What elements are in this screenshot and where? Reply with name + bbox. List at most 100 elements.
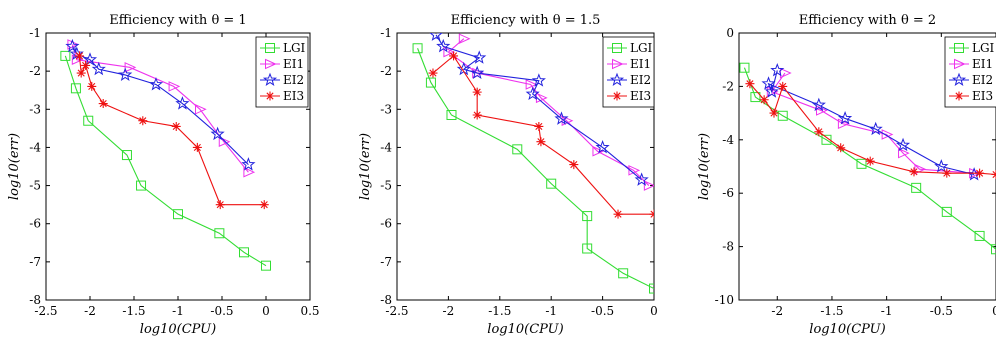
data-point-ei2 (118, 67, 133, 81)
data-point-ei3 (87, 81, 97, 91)
x-tick-label: -0.5 (930, 304, 953, 318)
data-point-lgi (136, 180, 147, 191)
x-tick-label: -1.5 (488, 304, 511, 318)
data-point-lgi (446, 110, 457, 121)
data-point-lgi (214, 228, 225, 239)
x-tick-label: -1 (172, 304, 184, 318)
series-layer (739, 62, 996, 255)
x-tick-label: -1.5 (820, 304, 843, 318)
chart-title: Efficiency with θ = 1 (109, 13, 246, 28)
y-tick-label: -4 (29, 140, 41, 154)
chart-panel-1: -2.5 -2 -1.5 -1 -0.5 0 0.5 -8 -7 -6 -5 -4 -3 -2 -1 Effi… (7, 13, 320, 337)
data-point-ei2 (525, 86, 540, 101)
data-point-ei2 (554, 111, 569, 125)
data-point-ei3 (534, 121, 544, 131)
y-tick-label: 0 (726, 26, 734, 40)
data-point-ei3 (76, 68, 86, 78)
y-tick-label: -3 (380, 102, 392, 116)
series-line-lgi (417, 48, 654, 290)
data-point-lgi (739, 62, 750, 73)
series-layer (412, 33, 654, 294)
data-point-ei2 (634, 172, 649, 186)
data-point-ei3 (98, 99, 108, 109)
data-point-ei3 (74, 51, 84, 61)
data-point-ei3 (259, 200, 269, 210)
data-point-ei3 (428, 68, 438, 78)
x-tick-label: -0.5 (210, 304, 233, 318)
data-point-ei3 (769, 108, 779, 118)
x-tick-label: 0.5 (300, 304, 319, 318)
x-tick-label: -1 (881, 304, 893, 318)
x-axis-label: log10(CPU) (809, 322, 885, 337)
data-point-ei2 (531, 73, 546, 87)
legend-label-lgi: LGI (283, 41, 306, 55)
legend-marker-ei1 (265, 58, 277, 70)
legend-label-ei2: EI2 (972, 73, 993, 87)
y-tick-label: -4 (380, 140, 392, 154)
data-point-ei1 (914, 163, 927, 175)
legend-label-ei3: EI3 (972, 89, 993, 103)
legend-marker-ei2 (951, 72, 967, 87)
data-point-ei2 (436, 38, 451, 53)
data-point-ei2 (210, 126, 225, 141)
data-point-ei2 (429, 33, 443, 41)
data-point-lgi (618, 268, 629, 279)
chart-panel-3: -2 -1.5 -1 -0.5 0 -10 -8 -6 -4 -2 0 Efficiency with… (697, 13, 996, 337)
data-point-ei3 (836, 143, 846, 153)
legend-label-ei3: EI3 (283, 89, 304, 103)
y-tick-label: -5 (29, 179, 41, 193)
data-point-ei3 (975, 168, 985, 178)
data-point-lgi (512, 144, 523, 155)
y-tick-label: -2 (29, 64, 41, 78)
y-tick-label: -2 (722, 79, 734, 93)
x-tick-label: -2 (84, 304, 96, 318)
y-tick-label: -7 (29, 255, 41, 269)
x-tick-label: -1.5 (122, 304, 145, 318)
legend: LGI EI1 EI2 EI3 (944, 36, 996, 108)
y-tick-label: -8 (29, 293, 41, 307)
legend: LGI EI1 EI2 EI3 (255, 36, 309, 108)
legend-label-ei1: EI1 (283, 57, 304, 71)
data-point-ei2 (82, 52, 98, 66)
x-tick-label: 0 (262, 304, 270, 318)
series-line-ei2 (435, 34, 643, 181)
data-point-lgi (425, 77, 436, 88)
series-line-ei1 (71, 44, 249, 173)
data-point-ei1 (124, 62, 137, 73)
y-tick-label: -6 (722, 186, 734, 200)
data-point-ei3 (778, 81, 788, 91)
y-tick-label: -5 (380, 179, 392, 193)
data-point-ei1 (458, 33, 471, 44)
data-point-ei2 (761, 76, 776, 90)
data-point-ei2 (472, 50, 487, 64)
data-point-ei2 (65, 38, 80, 53)
data-point-ei1 (218, 136, 231, 147)
data-point-lgi (649, 283, 654, 294)
data-point-lgi (173, 209, 183, 220)
x-tick-label: -2.5 (385, 304, 408, 318)
legend-marker-lgi (954, 43, 964, 53)
data-point-lgi (412, 43, 423, 54)
data-point-ei1 (643, 180, 654, 191)
data-point-ei1 (881, 129, 894, 140)
y-tick-label: -8 (380, 293, 392, 307)
data-point-ei2 (838, 111, 853, 125)
legend-label-ei2: EI2 (630, 73, 651, 87)
data-point-ei3 (171, 121, 181, 131)
data-point-lgi (941, 206, 952, 217)
x-tick-label: -2 (443, 304, 455, 318)
data-point-lgi (83, 115, 94, 126)
data-point-lgi (974, 230, 985, 241)
data-point-ei2 (595, 140, 610, 154)
data-point-ei2 (69, 46, 84, 60)
data-point-ei1 (443, 46, 456, 58)
legend-label-lgi: LGI (630, 41, 653, 55)
legend-marker-ei1 (954, 58, 966, 70)
y-axis-label: log10(err) (7, 133, 22, 200)
x-axis-label: log10(CPU) (487, 322, 563, 337)
data-point-ei3 (138, 116, 148, 126)
data-point-ei2 (764, 84, 779, 98)
data-point-lgi (239, 247, 249, 258)
legend-box (602, 36, 655, 108)
y-tick-label: -3 (29, 102, 41, 116)
